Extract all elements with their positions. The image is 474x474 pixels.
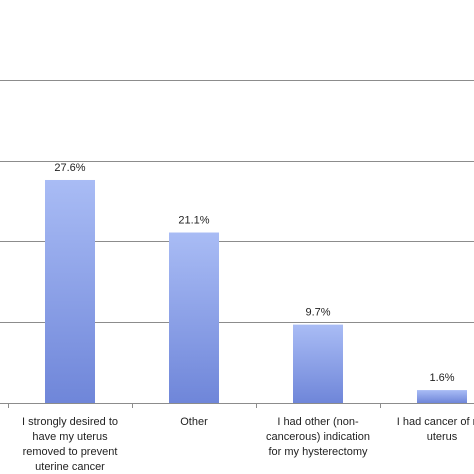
- x-tick-labels: I strongly desired to have my uterus remov…: [22, 416, 474, 473]
- x-tick-label-3: I had other (non-cancerous) indication fo…: [266, 416, 370, 458]
- bar-1: [45, 179, 95, 403]
- bar-2: [169, 232, 219, 403]
- data-labels: 27.6% 21.1% 9.7% 1.6%: [54, 162, 454, 384]
- bar-3: [293, 324, 343, 403]
- data-label-1: 27.6%: [54, 162, 85, 174]
- x-axis: [0, 403, 474, 408]
- x-tick-label-2: Other: [180, 416, 208, 428]
- data-label-2: 21.1%: [178, 215, 209, 227]
- data-label-4: 1.6%: [429, 372, 454, 384]
- bars: [45, 179, 467, 403]
- data-label-3: 9.7%: [305, 307, 330, 319]
- x-tick-label-1: I strongly desired to have my uterus remov…: [22, 416, 118, 473]
- bar-4: [417, 390, 467, 403]
